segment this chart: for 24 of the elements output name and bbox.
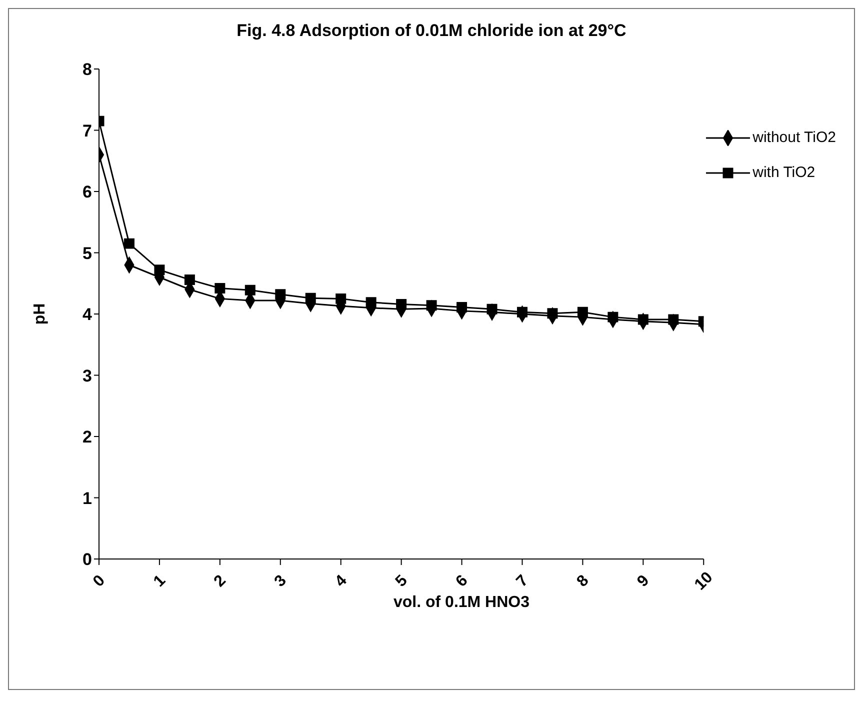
y-tick-label: 0: [82, 550, 92, 570]
y-tick-label: 3: [82, 366, 92, 386]
chart-title: Fig. 4.8 Adsorption of 0.01M chloride ion at 29°C: [236, 21, 628, 41]
legend-label: without TiO2: [752, 129, 836, 146]
x-tick-label: 5: [392, 572, 411, 591]
x-tick-label: 4: [332, 572, 350, 591]
y-tick-label: 5: [82, 244, 92, 263]
y-tick-label: 7: [82, 121, 92, 140]
y-tick-label: 4: [82, 305, 93, 324]
y-tick-label: 2: [82, 428, 92, 447]
y-tick-label: 6: [82, 182, 92, 202]
x-tick-label: 1: [150, 572, 170, 591]
legend-label: with TiO2: [752, 164, 816, 181]
x-tick-label: 3: [272, 572, 290, 591]
y-tick-label: 8: [82, 60, 92, 80]
x-tick-label: 8: [574, 572, 592, 591]
x-tick-label: 7: [513, 572, 532, 591]
x-tick-label: 9: [634, 572, 653, 591]
x-tick-label: 6: [452, 572, 472, 591]
x-tick-label: 10: [692, 568, 716, 594]
y-tick-label: 1: [82, 488, 92, 508]
x-tick-label: 2: [211, 572, 230, 591]
y-axis-title: pH: [32, 303, 49, 325]
x-axis-title: vol. of 0.1M HNO3: [392, 594, 531, 612]
